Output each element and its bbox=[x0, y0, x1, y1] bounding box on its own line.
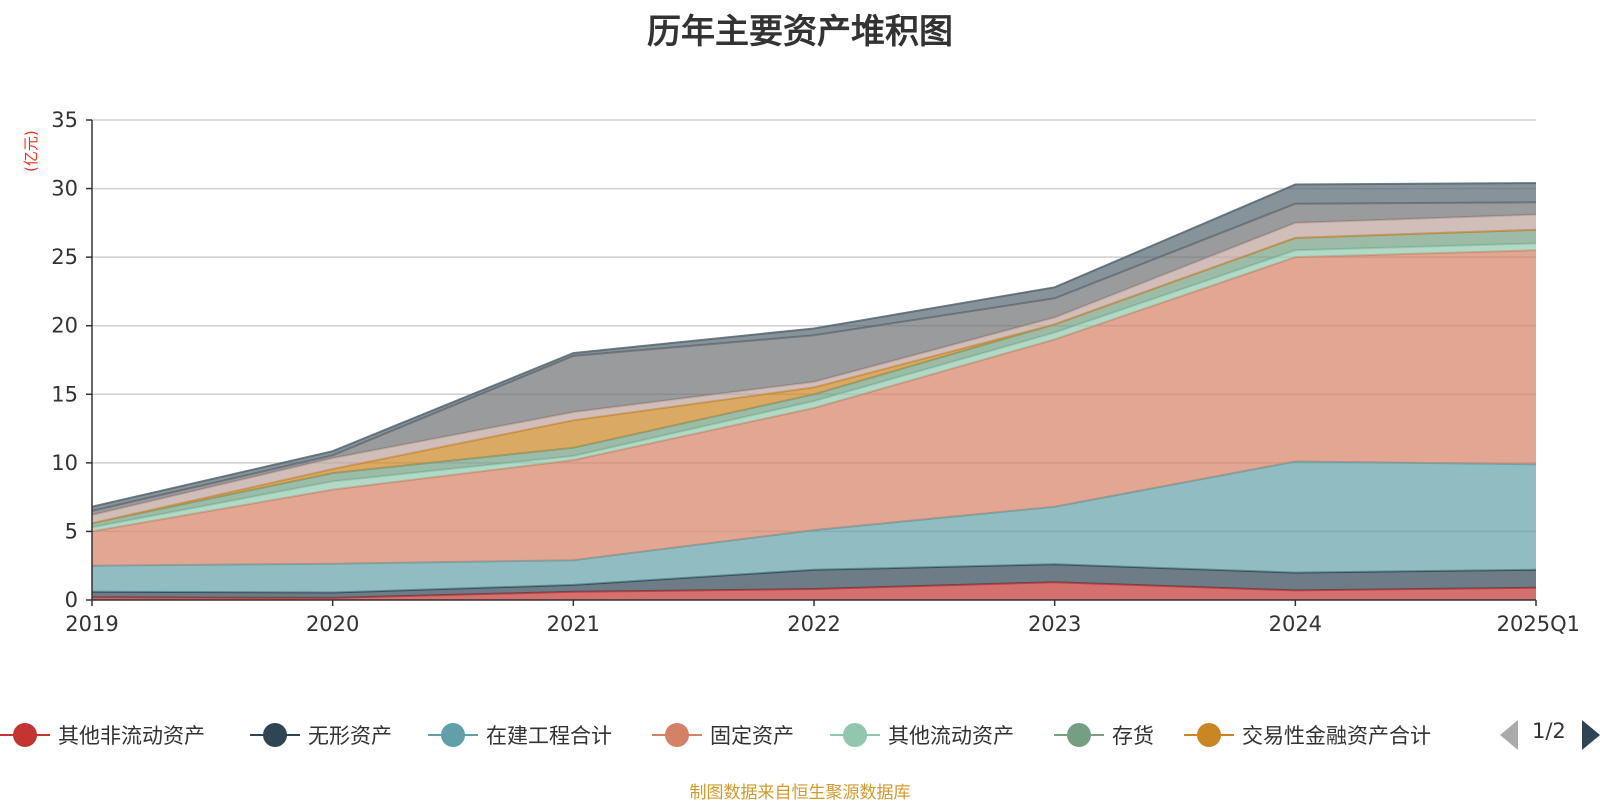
legend-label: 存货 bbox=[1112, 724, 1154, 748]
area-series-2[interactable] bbox=[92, 461, 1536, 593]
y-tick-label: 30 bbox=[51, 177, 78, 201]
legend-label: 其他流动资产 bbox=[888, 724, 1014, 748]
legend-item[interactable]: 无形资产 bbox=[250, 717, 392, 753]
x-tick-label: 2023 bbox=[1028, 612, 1081, 636]
legend-pager: 1/2 bbox=[1500, 717, 1600, 753]
axes: 0 5 10 15 20 25 30 35 2019 2020 2021 2022 2023 2024 20… bbox=[51, 108, 1580, 636]
legend-label: 无形资产 bbox=[308, 724, 392, 748]
legend-marker-dot bbox=[441, 723, 465, 747]
legend-item[interactable]: 存货 bbox=[1054, 717, 1154, 753]
legend-item[interactable]: 固定资产 bbox=[652, 717, 794, 753]
legend-item[interactable]: 其他流动资产 bbox=[830, 717, 1014, 753]
legend-marker-dot bbox=[263, 723, 287, 747]
x-tick-label: 2022 bbox=[787, 612, 840, 636]
area-series-line-9 bbox=[91, 182, 1537, 508]
x-tick-label: 2025Q1 bbox=[1497, 612, 1580, 636]
legend-prev-page-icon[interactable] bbox=[1500, 720, 1518, 750]
legend-marker-dot bbox=[665, 723, 689, 747]
legend-marker-icon bbox=[1184, 722, 1234, 748]
legend-marker-icon bbox=[1054, 722, 1104, 748]
legend: 其他非流动资产 无形资产 在建工程合计 固定资产 其他流动资产 存货 交易性金融资产合计 bbox=[0, 717, 1600, 753]
legend-marker-icon bbox=[250, 722, 300, 748]
y-tick-label: 0 bbox=[65, 588, 78, 612]
legend-page-indicator: 1/2 bbox=[1532, 719, 1566, 743]
area-series bbox=[91, 182, 1537, 600]
x-tick-label: 2021 bbox=[547, 612, 600, 636]
legend-marker-icon bbox=[428, 722, 478, 748]
legend-item[interactable]: 其他非流动资产 bbox=[0, 717, 205, 753]
legend-label: 在建工程合计 bbox=[486, 724, 612, 748]
data-source-note: 制图数据来自恒生聚源数据库 bbox=[689, 783, 911, 803]
chart-title: 历年主要资产堆积图 bbox=[647, 12, 953, 52]
y-tick-label: 5 bbox=[65, 519, 78, 543]
legend-marker-dot bbox=[1197, 723, 1221, 747]
y-tick-label: 20 bbox=[51, 314, 78, 338]
y-tick-label: 35 bbox=[51, 108, 78, 132]
x-tick-label: 2024 bbox=[1269, 612, 1322, 636]
legend-marker-dot bbox=[1067, 723, 1091, 747]
y-tick-label: 15 bbox=[51, 382, 78, 406]
legend-label: 其他非流动资产 bbox=[58, 724, 205, 748]
legend-marker-icon bbox=[830, 722, 880, 748]
area-series-5[interactable] bbox=[92, 229, 1536, 528]
x-tick-label: 2020 bbox=[306, 612, 359, 636]
legend-item[interactable]: 交易性金融资产合计 bbox=[1184, 717, 1431, 753]
area-series-6[interactable] bbox=[92, 229, 1536, 524]
area-series-4[interactable] bbox=[92, 243, 1536, 532]
legend-label: 固定资产 bbox=[710, 724, 794, 748]
legend-next-page-icon[interactable] bbox=[1582, 720, 1600, 750]
legend-marker-icon bbox=[0, 722, 50, 748]
area-series-8[interactable] bbox=[92, 202, 1536, 516]
x-tick-label: 2019 bbox=[65, 612, 118, 636]
y-tick-label: 10 bbox=[51, 451, 78, 475]
legend-marker-dot bbox=[13, 723, 37, 747]
legend-label: 交易性金融资产合计 bbox=[1242, 724, 1431, 748]
y-tick-label: 25 bbox=[51, 245, 78, 269]
legend-marker-dot bbox=[843, 723, 867, 747]
legend-item[interactable]: 在建工程合计 bbox=[428, 717, 612, 753]
legend-marker-icon bbox=[652, 722, 702, 748]
